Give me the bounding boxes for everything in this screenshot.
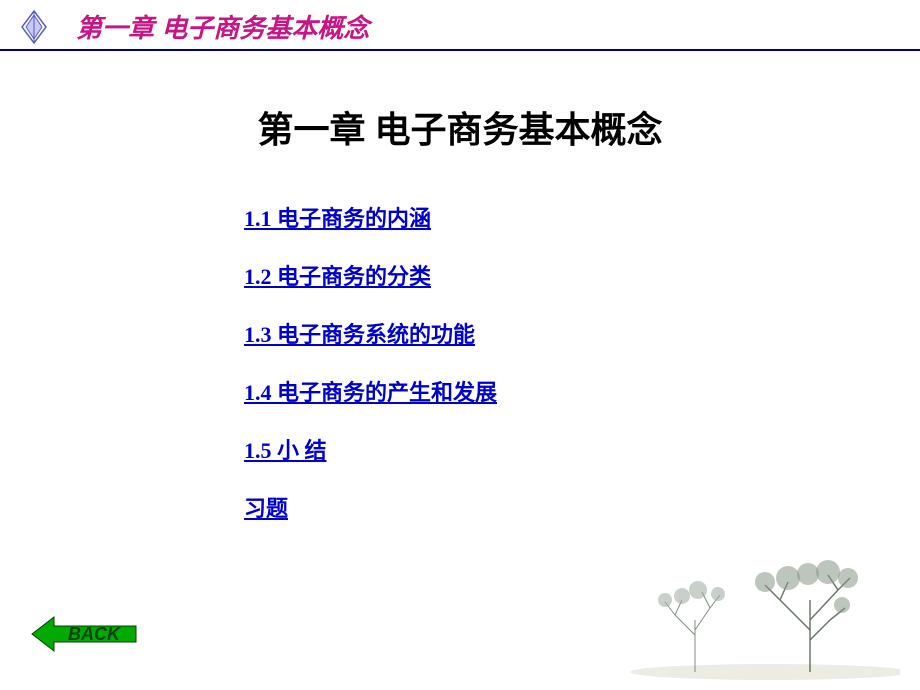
page-title: 第一章 电子商务基本概念: [0, 101, 920, 153]
toc-link-exercises[interactable]: 习题: [244, 491, 920, 523]
slide-header: 第一章 电子商务基本概念: [0, 0, 920, 51]
toc-link-1-5[interactable]: 1.5 小 结: [244, 433, 920, 465]
back-button[interactable]: BACK: [30, 613, 140, 660]
table-of-contents: 1.1 电子商务的内涵 1.2 电子商务的分类 1.3 电子商务系统的功能 1.…: [244, 201, 920, 523]
tree-decoration: [580, 560, 900, 680]
header-title: 第一章 电子商务基本概念: [76, 8, 369, 45]
toc-link-1-1[interactable]: 1.1 电子商务的内涵: [244, 201, 920, 233]
back-button-label: BACK: [68, 624, 122, 644]
diamond-icon: [20, 9, 48, 45]
toc-link-1-2[interactable]: 1.2 电子商务的分类: [244, 259, 920, 291]
toc-link-1-3[interactable]: 1.3 电子商务系统的功能: [244, 317, 920, 349]
toc-link-1-4[interactable]: 1.4 电子商务的产生和发展: [244, 375, 920, 407]
